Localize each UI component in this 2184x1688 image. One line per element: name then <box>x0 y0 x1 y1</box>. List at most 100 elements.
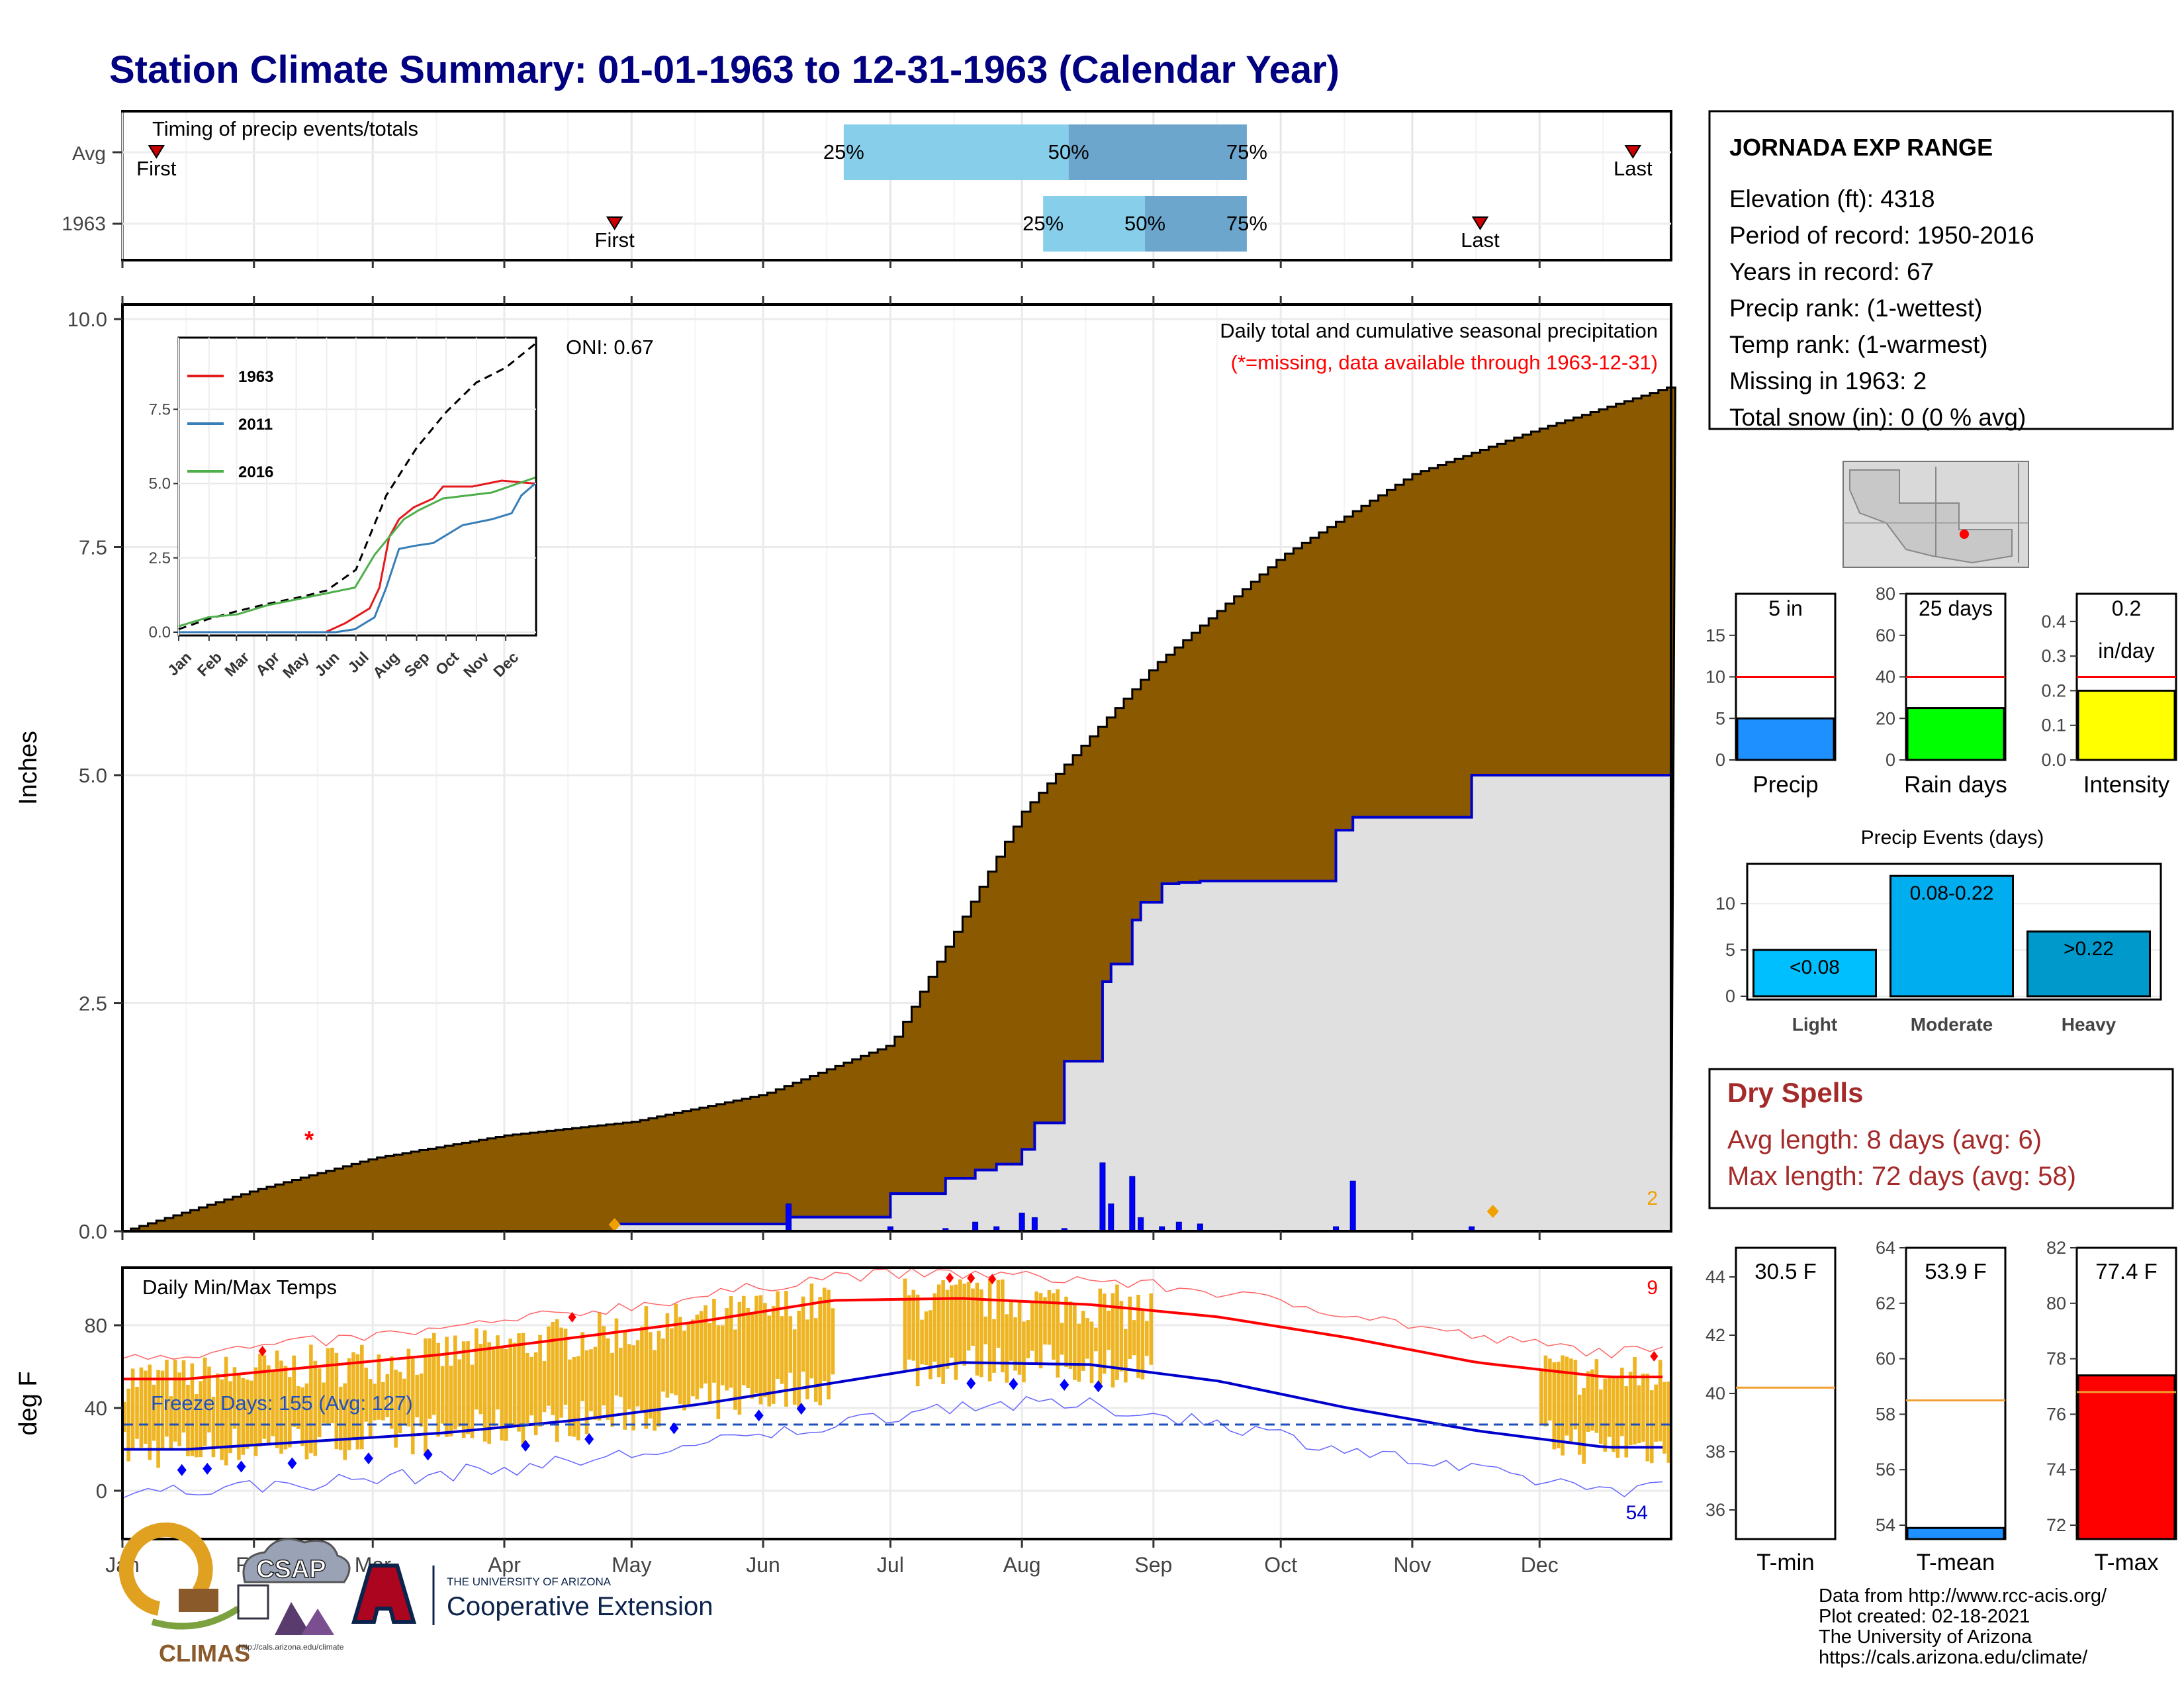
tmax-summary-value-label: 77.4 F <box>2095 1259 2158 1284</box>
dry-spells-title: Dry Spells <box>1727 1077 1863 1108</box>
daily-temp-range-bar <box>1603 1378 1608 1452</box>
temps-title: Daily Min/Max Temps <box>142 1276 337 1299</box>
raindays-summary-label: Rain days <box>1904 772 2007 798</box>
daily-temp-range-bar <box>402 1378 406 1425</box>
daily-temp-range-bar <box>1654 1384 1658 1442</box>
daily-temp-range-bar <box>1005 1314 1009 1383</box>
daily-temp-range-bar <box>979 1289 983 1378</box>
daily-temp-range-bar <box>360 1344 364 1450</box>
daily-temp-range-bar <box>355 1354 360 1450</box>
tmax-summary-tick-label: 76 <box>2046 1404 2066 1424</box>
daily-temp-range-bar <box>559 1327 563 1418</box>
month-tick-label: Jul <box>877 1553 904 1577</box>
tmean-summary-tick-label: 62 <box>1876 1293 1895 1313</box>
daily-temp-range-bar <box>975 1282 979 1376</box>
daily-temp-range-bar <box>627 1344 631 1409</box>
daily-temp-range-bar <box>1132 1320 1136 1356</box>
footer-line: The University of Arizona <box>1819 1626 2032 1648</box>
daily-temp-range-bar <box>461 1341 466 1438</box>
daily-temp-range-bar <box>487 1342 491 1444</box>
tmin-summary-label: T-min <box>1756 1550 1815 1575</box>
events-bar <box>1889 874 2014 998</box>
daily-temp-range-bar <box>936 1284 941 1378</box>
inset-y-tick-label: 7.5 <box>149 400 171 418</box>
inset-series-line <box>178 477 536 628</box>
daily-temp-range-bar <box>262 1355 267 1439</box>
daily-temp-range-bar <box>686 1323 691 1407</box>
daily-temp-range-bar <box>750 1311 754 1399</box>
timing-bar-25-50 <box>1043 196 1146 252</box>
daily-temp-range-bar <box>788 1316 793 1373</box>
daily-temp-range-bar <box>580 1332 584 1401</box>
events-y-tick-label: 10 <box>1715 894 1735 914</box>
daily-temp-range-bar <box>1633 1356 1637 1445</box>
tmax-summary-tick-label: 80 <box>2046 1293 2066 1313</box>
intensity-summary-tick-label: 0.3 <box>2041 646 2066 666</box>
daily-temp-range-bar <box>593 1346 598 1420</box>
events-category-label: Heavy <box>2062 1014 2116 1035</box>
daily-temp-range-bar <box>1052 1293 1056 1360</box>
observed-cumulative-precip-area <box>122 774 1672 1233</box>
precip-note-title: Daily total and cumulative seasonal prec… <box>1220 319 1658 342</box>
csap-url: http://cals.arizona.edu/climate <box>239 1642 344 1652</box>
daily-temp-range-bar <box>1145 1321 1149 1356</box>
tmin-summary-tick-label: 42 <box>1706 1325 1725 1345</box>
daily-temp-range-bar <box>135 1386 139 1439</box>
raindays-summary-tick-label: 0 <box>1886 750 1895 770</box>
record-high-marker <box>946 1272 954 1284</box>
daily-temp-range-bar <box>598 1312 602 1421</box>
daily-temp-range-bar <box>780 1316 784 1384</box>
daily-temp-range-bar <box>699 1311 704 1389</box>
dry-spells-avg: Avg length: 8 days (avg: 6) <box>1727 1125 2042 1154</box>
daily-temp-range-bar <box>920 1319 924 1365</box>
inset-average-line <box>178 343 536 630</box>
intensity-summary-value-label: 0.2 <box>2112 596 2141 620</box>
daily-temp-range-bar <box>394 1370 398 1448</box>
daily-temp-range-bar <box>220 1379 224 1460</box>
daily-temp-range-bar <box>406 1348 411 1427</box>
raindays-summary-tick-label: 60 <box>1876 626 1895 645</box>
daily-temp-range-bar <box>533 1352 538 1436</box>
daily-temp-range-bar <box>199 1381 203 1458</box>
station-name: JORNADA EXP RANGE <box>1729 134 1993 161</box>
daily-temp-range-bar <box>983 1316 988 1344</box>
daily-precip-bar <box>1349 1180 1356 1232</box>
daily-temp-range-bar <box>1140 1311 1145 1380</box>
inset-series-line <box>179 483 536 633</box>
daily-temp-range-bar <box>478 1344 483 1415</box>
daily-temp-range-bar <box>160 1370 165 1451</box>
daily-temp-range-bar <box>657 1331 661 1427</box>
oni-value: ONI: 0.67 <box>566 336 654 359</box>
inset-y-tick-label: 0.0 <box>149 624 171 641</box>
daily-temp-range-bar <box>457 1359 462 1427</box>
daily-temp-range-bar <box>1115 1284 1119 1380</box>
timing-last-marker <box>1624 145 1642 159</box>
daily-temp-range-bar <box>475 1328 478 1410</box>
record-high-line <box>122 1268 1663 1360</box>
daily-temp-range-bar <box>576 1356 580 1440</box>
cold-days-count: 54 <box>1626 1502 1648 1524</box>
daily-temp-range-bar <box>542 1361 547 1413</box>
daily-temp-range-bar <box>945 1289 950 1369</box>
daily-temp-range-bar <box>962 1284 966 1366</box>
daily-precip-bar <box>1099 1162 1106 1232</box>
tmin-summary-tick-label: 44 <box>1706 1267 1725 1287</box>
daily-temp-range-bar <box>691 1319 695 1397</box>
daily-temp-range-bar <box>831 1308 835 1375</box>
record-low-marker <box>287 1457 297 1470</box>
daily-temp-range-bar <box>1582 1388 1586 1464</box>
daily-temp-range-bar <box>1599 1389 1603 1444</box>
daily-temp-range-bar <box>381 1382 385 1421</box>
tmax-summary-tick-label: 74 <box>2046 1460 2066 1479</box>
record-high-marker <box>988 1274 997 1285</box>
daily-temp-range-bar <box>1645 1374 1650 1462</box>
tmean-summary-tick-label: 64 <box>1876 1238 1895 1258</box>
daily-temp-range-bar <box>139 1367 144 1448</box>
daily-temp-range-bar <box>792 1329 797 1405</box>
annual-summary-bars: 0 5 10 15 5 in Precip 0 20 40 60 80 25 days Rain day… <box>1706 584 2177 798</box>
timing-last-label: Last <box>1461 228 1500 252</box>
timing-p25-label: 25% <box>823 140 864 164</box>
daily-precip-bar <box>1138 1217 1144 1232</box>
record-low-marker <box>203 1462 212 1475</box>
daily-precip-bar <box>1175 1221 1182 1232</box>
